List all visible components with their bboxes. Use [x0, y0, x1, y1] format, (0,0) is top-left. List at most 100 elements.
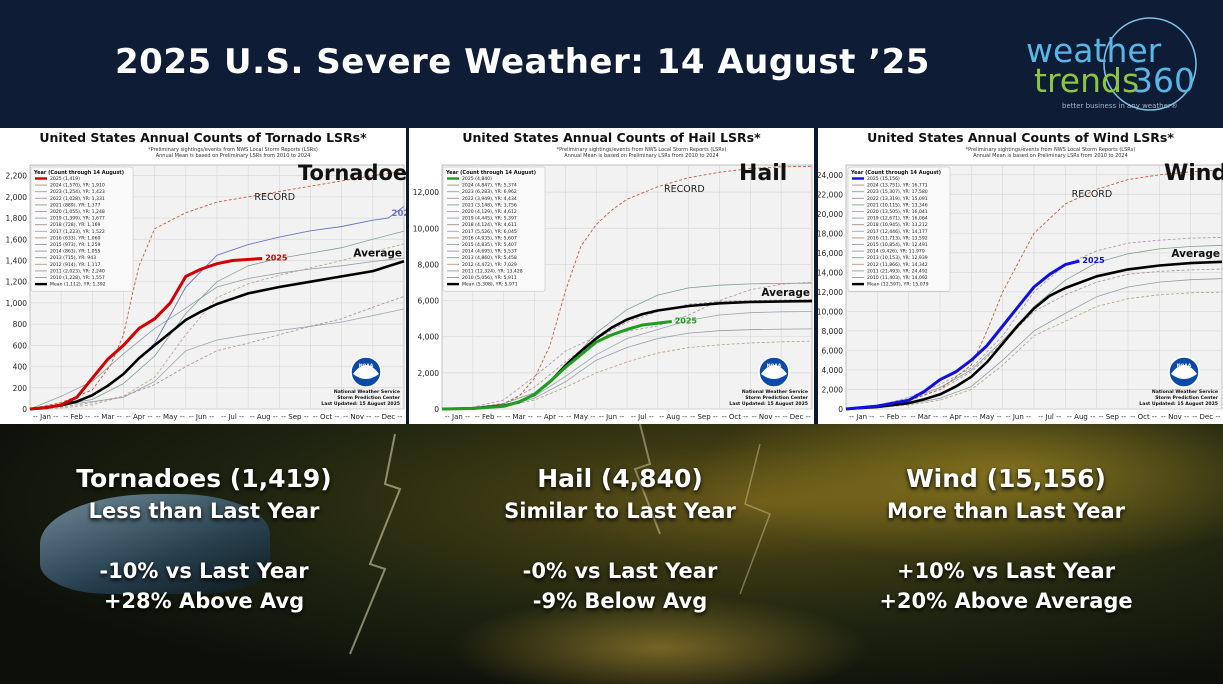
y-tick-label: 20,000: [818, 210, 843, 219]
y-tick-label: 6,000: [418, 297, 440, 306]
legend-entry: 2012 (11,866), YR: 14,342: [867, 262, 928, 268]
x-tick-label: -- Nov --: [343, 413, 372, 421]
y-tick-label: 12,000: [818, 288, 843, 297]
legend-entry: 2023 (6,283), YR: 6,962: [462, 189, 517, 195]
legend-entry: 2010 (1,228), YR: 1,557: [50, 275, 105, 281]
wind-chart-panel: United States Annual Counts of Wind LSRs…: [818, 128, 1223, 424]
logo-tagline: better business in any weather®: [1062, 102, 1178, 110]
current-year-label: 2025: [1082, 256, 1105, 265]
y-tick-label: 0: [838, 405, 843, 414]
legend-box: [847, 166, 951, 292]
y-tick-label: 1,200: [6, 278, 28, 287]
legend-entry: 2025 (4,840): [462, 176, 492, 182]
y-tick-label: 22,000: [818, 190, 843, 199]
current-year-label: 2025: [265, 253, 288, 262]
series-line-mean: [29, 260, 405, 411]
legend-entry: 2011 (21,493), YR: 24,492: [867, 268, 928, 274]
legend-entry: 2014 (4,695), YR: 5,537: [462, 249, 517, 255]
series-line-history: [29, 308, 405, 410]
wind-vs-last-year: +10% vs Last Year: [896, 559, 1116, 583]
legend-entry: 2018 (10,945), YR: 13,212: [867, 222, 928, 228]
x-tick-label: -- Sep --: [690, 413, 718, 421]
legend-entry: 2021 (889), YR: 1,377: [50, 202, 101, 208]
legend-entry: 2012 (4,472), YR: 7,029: [462, 262, 517, 268]
hail-chart-panel: United States Annual Counts of Hail LSRs…: [409, 128, 814, 424]
x-tick-label: -- Dec --: [374, 413, 403, 421]
car-mirror-image: [40, 494, 270, 594]
legend-entry: 2018 (728), YR: 1,169: [50, 222, 101, 228]
y-tick-label: 2,000: [418, 369, 440, 378]
legend-entry: 2017 (5,526), YR: 6,045: [462, 229, 517, 235]
x-tick-label: -- Nov --: [1161, 413, 1190, 421]
x-tick-label: -- Aug --: [1067, 413, 1096, 421]
legend-entry: 2025 (1,419): [50, 176, 80, 182]
legend-entry: 2010 (11,403), YR: 14,092: [867, 275, 928, 281]
chart-note-2: Annual Mean is based on Preliminary LSRs…: [973, 153, 1128, 159]
chart-title: United States Annual Counts of Hail LSRs…: [462, 130, 761, 145]
chart-title: United States Annual Counts of Wind LSRs…: [867, 130, 1174, 145]
record-label: RECORD: [664, 184, 705, 195]
legend-entry: 2021 (10,115), YR: 13,346: [867, 202, 928, 208]
chart-title: United States Annual Counts of Tornado L…: [39, 130, 367, 145]
x-tick-label: -- Jan --: [445, 413, 471, 421]
legend-title: Year (Count through 14 August): [445, 170, 536, 176]
y-tick-label: 800: [13, 320, 28, 329]
y-tick-label: 10,000: [413, 224, 439, 233]
chart-note-1: *Preliminary sightings/events from NWS L…: [966, 147, 1136, 153]
legend-entry: 2020 (13,505), YR: 16,041: [867, 209, 928, 215]
y-tick-label: 0: [22, 405, 27, 414]
noaa-caption: Last Updated: 15 August 2025: [729, 401, 808, 407]
y-tick-label: 12,000: [413, 188, 439, 197]
legend-entry: 2015 (10,854), YR: 12,491: [867, 242, 928, 248]
x-tick-label: -- May --: [156, 413, 185, 421]
noaa-wordmark: NOAA: [359, 363, 374, 369]
legend-entry: 2012 (914), YR: 1,117: [50, 262, 101, 268]
logo-word-weather: weather: [1026, 31, 1162, 70]
legend-entry: 2022 (1,028), YR: 1,331: [50, 196, 105, 202]
noaa-caption: Storm Prediction Center: [745, 395, 809, 401]
hail-summary: Hail (4,840) Similar to Last Year -0% vs…: [470, 462, 770, 616]
x-tick-label: -- Apr --: [126, 413, 153, 421]
legend-entry: Mean (12,597), YR: 15,079: [867, 282, 929, 288]
chart-note-1: *Preliminary sightings/events from NWS L…: [557, 147, 727, 153]
y-tick-label: 8,000: [822, 327, 844, 336]
x-tick-label: -- Jun --: [1006, 413, 1032, 421]
x-tick-label: -- Mar --: [910, 413, 938, 421]
x-tick-label: -- Feb --: [475, 413, 502, 421]
legend-entry: 2014 (9,426), YR: 11,979: [867, 249, 925, 255]
noaa-bird-icon: [761, 365, 787, 379]
current-year-label: 2025: [675, 317, 698, 326]
series-line-history: [845, 237, 1223, 410]
legend-entry: 2020 (1,055), YR: 1,248: [50, 209, 105, 215]
legend-entry: 2024 (13,751), YR: 16,771: [867, 183, 928, 189]
noaa-bird-icon: [353, 365, 379, 379]
noaa-bird-icon: [1171, 365, 1197, 379]
legend-entry: 2020 (4,129), YR: 4,612: [462, 209, 517, 215]
x-tick-label: -- Mar --: [505, 413, 533, 421]
x-tick-label: -- Feb --: [880, 413, 907, 421]
y-tick-label: 200: [13, 384, 28, 393]
legend-entry: 2011 (12,324), YR: 13,428: [462, 268, 523, 274]
chart-note-2: Annual Mean is based on Preliminary LSRs…: [564, 153, 719, 159]
legend-entry: 2023 (1,254), YR: 1,423: [50, 189, 105, 195]
legend-entry: 2019 (4,445), YR: 5,397: [462, 216, 517, 222]
average-label: Average: [1171, 248, 1220, 260]
legend-entry: 2021 (3,148), YR: 3,756: [462, 202, 517, 208]
y-tick-label: 4,000: [418, 333, 440, 342]
series-line-history: [441, 281, 813, 410]
hazard-label: Hail: [739, 161, 787, 186]
x-tick-label: -- Sep --: [1098, 413, 1126, 421]
y-tick-label: 8,000: [418, 260, 440, 269]
noaa-wordmark: NOAA: [1177, 363, 1192, 369]
x-tick-label: -- Jul --: [631, 413, 654, 421]
legend-entry: 2018 (4,124), YR: 4,611: [462, 222, 517, 228]
logo-word-trends: trends: [1034, 61, 1139, 100]
legend-entry: 2010 (5,056), YR: 5,911: [462, 275, 517, 281]
sky-glow: [690, 424, 1223, 564]
noaa-caption: National Weather Service: [334, 389, 400, 395]
x-tick-label: -- May --: [566, 413, 595, 421]
storm-background: Tornadoes (1,419) Less than Last Year -1…: [0, 424, 1223, 684]
wind-summary-subtitle: More than Last Year: [886, 499, 1126, 523]
x-tick-label: -- Aug --: [659, 413, 688, 421]
legend-entry: 2016 (4,935), YR: 5,607: [462, 235, 517, 241]
